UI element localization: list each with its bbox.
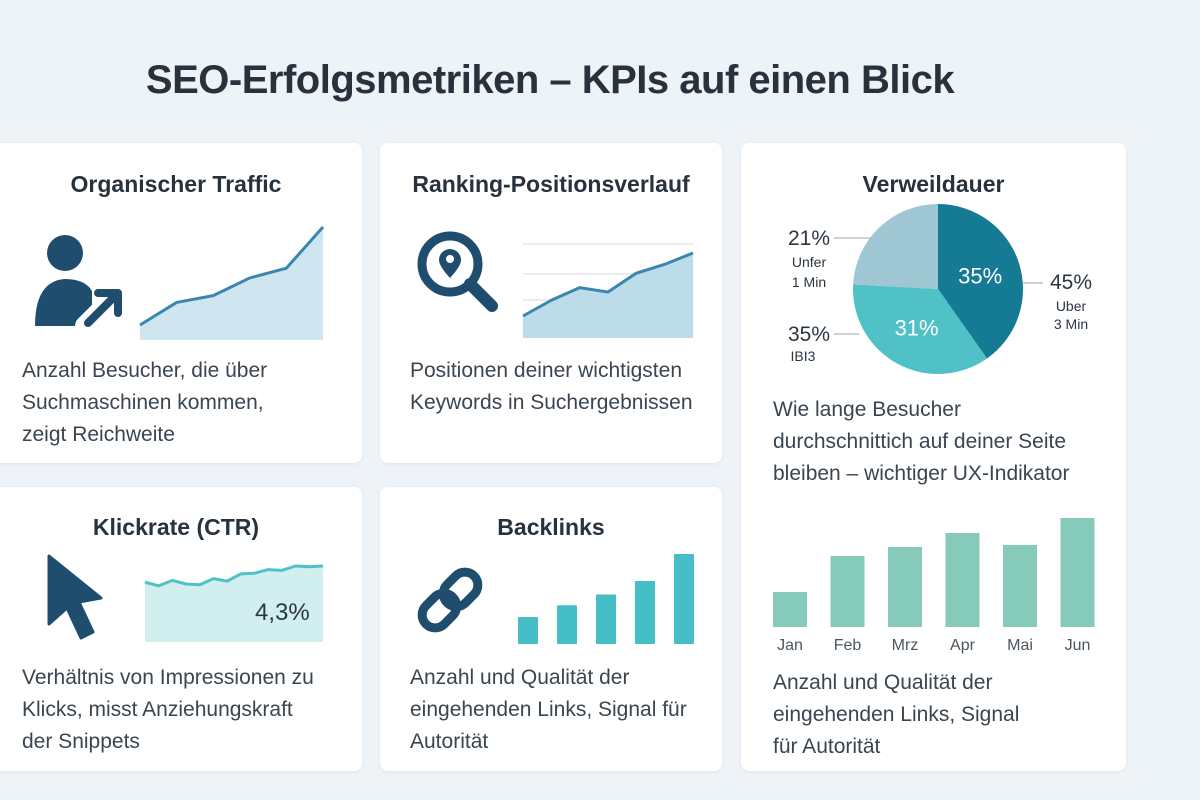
backlinks-desc-line: Anzahl und Qualität der — [410, 666, 630, 689]
monthly-bar — [888, 547, 922, 627]
callout-label: 3 Min — [1054, 316, 1088, 332]
monthly-desc-line: eingehenden Links, Signal — [773, 703, 1020, 726]
backlinks-bar — [518, 617, 538, 644]
backlinks-bar — [674, 554, 694, 644]
ranking-trend-chart — [522, 243, 694, 338]
magnifier-pin-icon — [417, 231, 498, 312]
monthly-bar — [830, 556, 865, 627]
callout-label: IBI3 — [791, 348, 816, 364]
ranking-card: Ranking-Positionsverlauf Positionen dein… — [380, 143, 722, 463]
monthly-desc-line: für Autorität — [773, 735, 881, 758]
backlinks-bar — [557, 605, 577, 644]
callout-value: 21% — [788, 227, 830, 250]
callout-value: 35% — [788, 323, 830, 346]
month-label: Jun — [1065, 637, 1091, 654]
traffic-card: Organischer Traffic Anzahl Besucher, die… — [0, 143, 362, 463]
user-arrow-icon — [35, 235, 125, 331]
backlinks-description: Anzahl und Qualität der eingehenden Link… — [410, 662, 687, 758]
monthly-bar — [1003, 545, 1037, 627]
dwell-desc-line: bleiben – wichtiger UX-Indikator — [773, 462, 1070, 485]
ctr-desc-line: Klicks, misst Anziehungskraft — [22, 698, 293, 721]
traffic-description: Anzahl Besucher, die über Suchmaschinen … — [22, 355, 267, 451]
month-label: Feb — [834, 637, 862, 654]
backlinks-desc-line: eingehenden Links, Signal für — [410, 698, 687, 721]
pie-slice-label: 31% — [895, 316, 939, 341]
callout-label: Uber — [1056, 298, 1087, 314]
dwell-card-title: Verweildauer — [862, 171, 1005, 197]
ctr-card-title: Klickrate (CTR) — [92, 514, 260, 540]
month-label: Jan — [777, 637, 803, 654]
dwell-pie-chart: 35% 31% 21% Unfer 1 Min 35% IBI3 45% Uber 3 Min — [788, 204, 1092, 374]
ctr-line — [144, 564, 324, 588]
ranking-description: Positionen deiner wichtigsten Keywords i… — [410, 355, 693, 419]
dwell-desc-line: durchschnittich auf deiner Seite — [773, 430, 1067, 453]
pie-slice-label: 35% — [958, 264, 1002, 289]
ctr-trend-chart — [144, 564, 324, 642]
backlinks-bar — [635, 581, 655, 644]
monthly-description: Anzahl und Qualität der eingehenden Link… — [773, 667, 1019, 763]
ctr-value: 4,3% — [255, 599, 310, 626]
callout-label: 1 Min — [792, 274, 826, 290]
pie-slice — [853, 204, 938, 289]
cursor-icon — [47, 554, 103, 640]
backlinks-desc-line: Autorität — [410, 730, 489, 753]
page-title: SEO-Erfolgsmetriken – KPIs auf einen Bli… — [145, 58, 955, 102]
ranking-area — [523, 253, 693, 338]
ranking-desc-line: Positionen deiner wichtigsten — [410, 359, 682, 382]
callout-label: Unfer — [792, 254, 827, 270]
ranking-card-title: Ranking-Positionsverlauf — [412, 171, 690, 197]
traffic-area — [140, 227, 323, 340]
ranking-line — [522, 251, 694, 318]
monthly-bar — [773, 592, 807, 627]
ctr-desc-line: der Snippets — [22, 730, 140, 753]
pie-slice — [853, 284, 987, 374]
traffic-card-title: Organischer Traffic — [70, 171, 282, 197]
traffic-line — [139, 226, 325, 327]
callout-value: 45% — [1050, 271, 1092, 294]
pie-slice — [938, 204, 1023, 359]
monthly-bar — [945, 533, 980, 627]
traffic-desc-line: Anzahl Besucher, die über — [22, 359, 268, 382]
ranking-desc-line: Keywords in Suchergebnissen — [410, 391, 693, 414]
monthly-bar — [1060, 518, 1095, 627]
monthly-bar-chart: Jan Feb Mrz Apr Mai Jun — [773, 518, 1095, 654]
ctr-card: Klickrate (CTR) 4,3% Verhältnis von Impr… — [0, 487, 362, 771]
traffic-desc-line: Suchmaschinen kommen, — [22, 391, 264, 414]
month-label: Apr — [950, 637, 976, 654]
dwell-card: Verweildauer 35% 31% 21% Unfer 1 Min 35% IBI3 4… — [741, 143, 1126, 771]
traffic-desc-line: zeigt Reichweite — [22, 423, 175, 446]
backlinks-card: Backlinks Anzahl und Qualität der eingeh… — [380, 487, 722, 771]
ctr-desc-line: Verhältnis von Impressionen zu — [22, 666, 314, 689]
traffic-trend-chart — [139, 226, 325, 340]
dwell-desc-line: Wie lange Besucher — [773, 398, 961, 421]
ctr-description: Verhältnis von Impressionen zu Klicks, m… — [22, 662, 314, 758]
dwell-description: Wie lange Besucher durchschnittich auf d… — [773, 394, 1069, 490]
month-label: Mai — [1007, 637, 1033, 654]
backlinks-bar-chart — [518, 554, 694, 644]
backlinks-bar — [596, 594, 616, 644]
monthly-desc-line: Anzahl und Qualität der — [773, 671, 993, 694]
link-icon — [417, 567, 483, 633]
backlinks-card-title: Backlinks — [497, 514, 605, 540]
month-label: Mrz — [892, 637, 919, 654]
